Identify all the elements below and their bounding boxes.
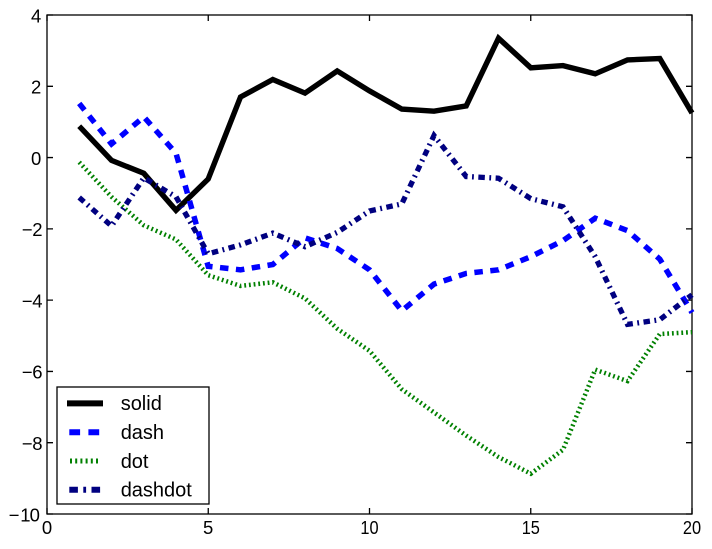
svg-text:4: 4 <box>31 5 41 26</box>
svg-text:−2: −2 <box>22 219 43 240</box>
svg-text:0: 0 <box>31 148 41 169</box>
svg-text:solid: solid <box>121 393 162 415</box>
svg-text:−10: −10 <box>9 504 40 525</box>
svg-text:dashdot: dashdot <box>121 480 193 502</box>
svg-text:−4: −4 <box>22 290 43 311</box>
svg-text:0: 0 <box>42 517 52 538</box>
svg-text:5: 5 <box>203 517 213 538</box>
svg-text:dash: dash <box>121 422 164 444</box>
svg-text:dot: dot <box>121 451 149 473</box>
svg-text:10: 10 <box>360 517 378 538</box>
svg-text:15: 15 <box>522 517 540 538</box>
svg-text:−6: −6 <box>22 362 43 383</box>
svg-text:−8: −8 <box>22 433 43 454</box>
svg-text:20: 20 <box>683 517 701 538</box>
svg-text:2: 2 <box>31 77 41 98</box>
